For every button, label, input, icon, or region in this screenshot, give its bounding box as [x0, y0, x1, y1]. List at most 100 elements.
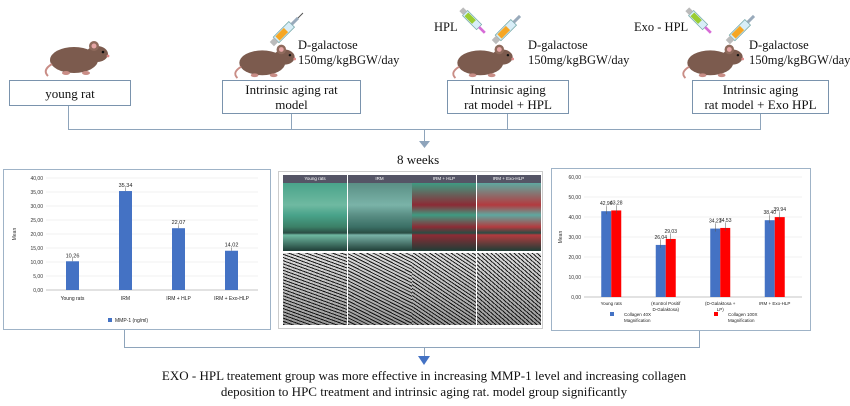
- x-tick-label: Young rats: [601, 301, 623, 306]
- legend-label: Collagen 100X: [728, 312, 758, 317]
- y-tick-label: 50,00: [568, 195, 581, 201]
- histology-column-label: Young rats: [304, 176, 326, 181]
- dgal-syringe-icon: [491, 14, 522, 45]
- y-tick-label: 5,00: [33, 274, 43, 280]
- histology-stain-image: [476, 175, 541, 251]
- legend-label: Collagen 40X: [624, 312, 651, 317]
- aging-rat-icon: [234, 44, 297, 79]
- arrow-down-icon: [418, 356, 430, 365]
- collagen-chart: 0,00 10,00 20,00 30,00 40,00 50,00 60,00 Mean 42…: [558, 175, 802, 323]
- y-tick-label: 30,00: [30, 204, 43, 210]
- data-label: 43,28: [610, 200, 623, 206]
- young-rat-icon: [44, 41, 110, 77]
- histology-stain-image: [412, 175, 476, 251]
- bar: [655, 244, 666, 297]
- legend-swatch: [610, 312, 614, 316]
- connector: [124, 330, 125, 347]
- connector: [424, 129, 425, 146]
- hpl-label: HPL: [434, 20, 458, 34]
- group-box-exo: Intrinsic aging rat model + Exo HPL: [692, 80, 829, 114]
- x-tick-label: IRM + Exo-HLP: [759, 301, 790, 306]
- group-box-young: young rat: [9, 80, 131, 106]
- x-tick-label: D-Galaktosa): [652, 307, 679, 312]
- bar: [225, 250, 238, 290]
- y-axis-label: Mean: [558, 231, 564, 244]
- x-tick-label: IRM: [121, 296, 130, 302]
- bar: [710, 228, 721, 297]
- y-tick-label: 0,00: [33, 288, 43, 294]
- data-label: 39,94: [773, 207, 786, 213]
- data-label: 14,02: [225, 243, 239, 249]
- group-box-hpl: Intrinsic aging rat model + HPL: [447, 80, 569, 114]
- histology-binary-image: [412, 253, 476, 325]
- histology-stain-image: [347, 175, 412, 251]
- data-label: 34,53: [719, 218, 732, 224]
- collagen-chart-panel: 0,00 10,00 20,00 30,00 40,00 50,00 60,00 Mean 42…: [551, 168, 811, 331]
- bar: [720, 227, 731, 297]
- connector: [68, 106, 69, 129]
- group-box-aging: Intrinsic aging rat model: [222, 80, 361, 114]
- connector: [68, 129, 761, 130]
- y-tick-label: 20,00: [30, 232, 43, 238]
- y-tick-label: 40,00: [30, 176, 43, 182]
- bar: [611, 210, 622, 297]
- y-tick-label: 60,00: [568, 175, 581, 181]
- y-tick-label: 40,00: [568, 215, 581, 221]
- arrow-down-icon: [419, 141, 430, 148]
- bar: [66, 261, 79, 290]
- legend-swatch: [108, 318, 112, 322]
- dose-label-3: D-galactose 150mg/kgBGW/day: [528, 38, 630, 67]
- histology-stain-image: [283, 175, 347, 251]
- bar: [172, 228, 185, 290]
- connector: [507, 114, 508, 129]
- y-tick-label: 30,00: [568, 235, 581, 241]
- syringe-icon: [269, 12, 304, 47]
- mmp1-chart-panel: 0,00 5,00 10,00 15,00 20,00 25,00 30,00 35,00 40…: [3, 169, 271, 330]
- x-tick-label: LP): [717, 307, 725, 312]
- legend-label: Magnification: [624, 318, 651, 323]
- bar: [774, 217, 785, 297]
- hpl-rat-icon: [452, 44, 515, 79]
- exo-hpl-label: Exo - HPL: [634, 20, 689, 34]
- connector: [124, 347, 700, 348]
- histology-panel: Young rats IRM IRM + HLP IRM + Exo-HLP: [278, 171, 543, 329]
- conclusion-text: EXO - HPL treatement group was more effe…: [161, 368, 687, 399]
- data-label: 35,34: [119, 183, 133, 189]
- histology-grid: Young rats IRM IRM + HLP IRM + Exo-HLP: [283, 175, 541, 325]
- legend-label: Magnification: [728, 318, 755, 323]
- exo-rat-icon: [682, 44, 745, 79]
- data-label: 38,40: [763, 210, 776, 216]
- y-tick-label: 20,00: [568, 255, 581, 261]
- exo-syringe-icon: [685, 7, 712, 34]
- histology-column-label: IRM + Exo-HLP: [492, 176, 525, 181]
- data-label: 42,90: [600, 201, 613, 207]
- histology-binary-image: [476, 253, 541, 325]
- y-tick-label: 15,00: [30, 246, 43, 252]
- y-axis-label: Mean: [12, 228, 18, 241]
- y-tick-label: 10,00: [30, 260, 43, 266]
- x-tick-label: Young rats: [61, 296, 85, 302]
- bar: [601, 211, 612, 297]
- histology-column-label: IRM: [375, 176, 384, 181]
- x-tick-label: IRM + Exo-HLP: [214, 296, 250, 302]
- connector: [760, 114, 761, 129]
- connector: [291, 114, 292, 129]
- y-tick-label: 0,00: [571, 295, 581, 301]
- bar: [665, 238, 676, 297]
- data-label: 34,21: [709, 219, 722, 225]
- legend-label: MMP-1 (ng/ml): [115, 318, 148, 324]
- connector: [424, 347, 425, 360]
- histology-binary-image: [347, 253, 412, 325]
- y-tick-label: 25,00: [30, 218, 43, 224]
- data-label: 22,07: [172, 220, 186, 226]
- histology-binary-image: [283, 253, 347, 325]
- dose-label-2: D-galactose 150mg/kgBGW/day: [298, 38, 400, 67]
- hpl-syringe-icon: [459, 7, 486, 34]
- x-tick-label: (Kontrol Positif: [651, 301, 681, 306]
- exo-dgal-syringe-icon: [725, 14, 756, 45]
- x-tick-label: IRM + HLP: [166, 296, 191, 302]
- dose-label-4: D-galactose 150mg/kgBGW/day: [749, 38, 850, 67]
- histology-column-label: IRM + HLP: [432, 176, 456, 181]
- bar: [764, 220, 775, 297]
- y-tick-label: 35,00: [30, 190, 43, 196]
